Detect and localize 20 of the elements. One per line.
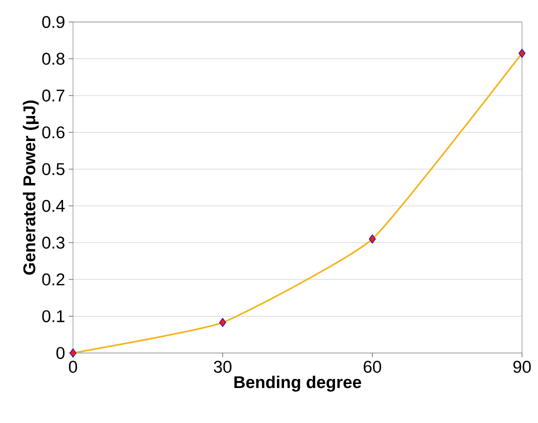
x-tick-label: 0	[68, 360, 78, 373]
y-tick-label: 0.4	[42, 200, 65, 212]
y-axis-title: Generated Power (μJ)	[22, 100, 39, 275]
point	[518, 48, 526, 58]
y-tick-label: 0	[56, 346, 65, 360]
point	[219, 318, 226, 327]
x-axis-title: Bending degree	[234, 376, 362, 392]
y-tick-label: 0.8	[42, 52, 64, 65]
y-tick-label: 0.3	[42, 236, 64, 249]
point	[368, 234, 376, 244]
x-tick-label: 60	[364, 360, 382, 373]
point	[70, 348, 76, 358]
y-tick-label: 0.2	[42, 273, 64, 286]
y-tick-label: 0.9	[42, 16, 64, 28]
y-tick-label: 0.7	[42, 90, 64, 102]
x-tick-label: 90	[513, 360, 531, 373]
x-tick-label: 30	[214, 360, 232, 373]
y-tick-label: 0.6	[42, 126, 64, 138]
y-tick-label: 0.1	[42, 310, 64, 322]
y-tick-label: 0.5	[42, 163, 64, 176]
